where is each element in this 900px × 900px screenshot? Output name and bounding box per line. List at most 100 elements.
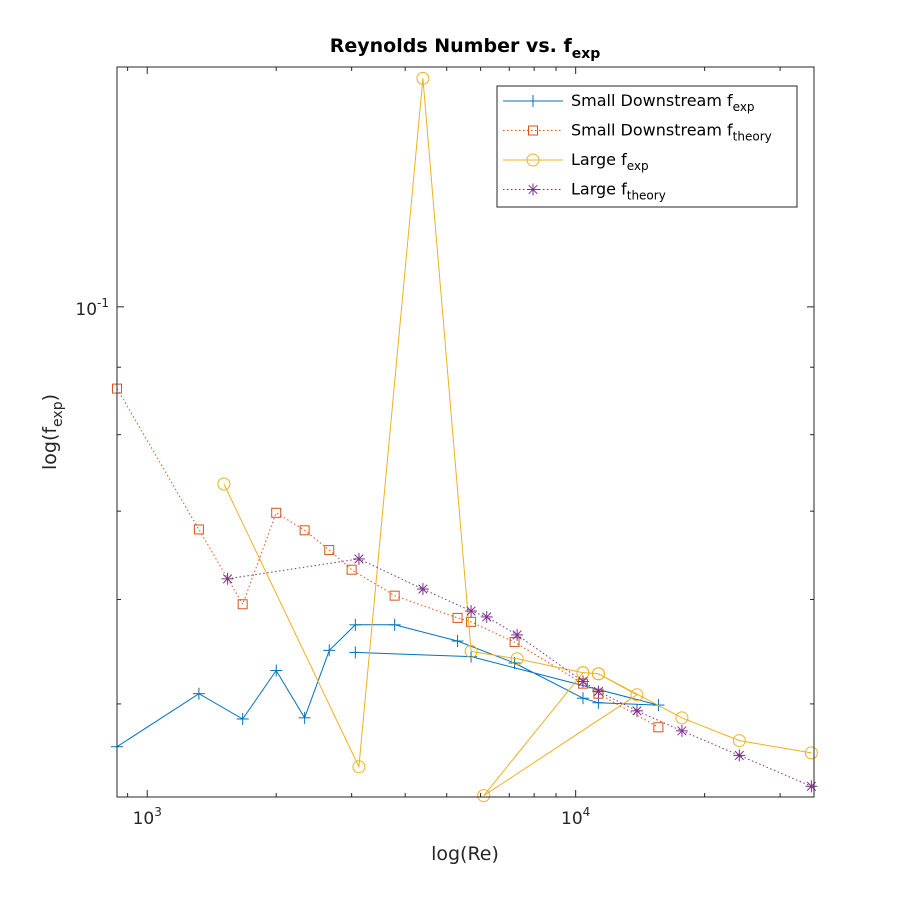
marker-circle — [732, 734, 746, 748]
series-line — [227, 558, 812, 787]
data-point-marker — [477, 789, 491, 803]
data-point-marker — [733, 749, 746, 762]
y-tick-label-exponent: -1 — [97, 296, 109, 310]
marker-square — [193, 524, 204, 535]
y-tick-label: 10-1 — [75, 296, 109, 320]
marker-circle — [630, 688, 644, 702]
data-point-marker — [323, 644, 336, 657]
data-point-marker — [192, 687, 205, 700]
marker-square — [299, 525, 310, 536]
data-point-marker — [349, 618, 362, 631]
marker-square — [346, 564, 357, 575]
legend-entry: Small Downstream ftheory — [503, 121, 772, 144]
marker-asterisk-d2 — [418, 584, 428, 594]
marker-asterisk-d2 — [354, 554, 364, 564]
data-point-marker — [349, 646, 362, 659]
data-point-marker — [465, 605, 478, 618]
marker-circle — [464, 644, 478, 658]
marker-asterisk-d2 — [593, 686, 604, 697]
marker-circle — [804, 746, 818, 760]
y-axis-title-text: log(f — [39, 426, 61, 470]
legend-label-name: Small Downstream f — [571, 121, 733, 140]
marker-asterisk-d2 — [677, 726, 687, 736]
data-point-marker — [416, 583, 429, 596]
data-point-marker — [388, 618, 401, 631]
marker-asterisk-d2 — [222, 574, 233, 584]
x-tick-label: 104 — [561, 805, 590, 829]
data-point-marker — [653, 722, 664, 733]
data-point-marker — [675, 711, 689, 725]
marker-asterisk-d2 — [578, 676, 588, 687]
axes-box — [116, 66, 815, 798]
marker-square — [528, 125, 538, 136]
data-point-marker — [217, 477, 231, 491]
legend-label: Small Downstream fexp — [571, 91, 755, 114]
data-point-marker — [527, 95, 539, 107]
data-point-marker — [193, 524, 204, 535]
x-axis-title: log(Re) — [431, 843, 499, 865]
x-tick-label-exponent: 3 — [154, 805, 162, 819]
data-point-marker — [299, 525, 310, 536]
data-point-marker — [630, 688, 644, 702]
legend-entry: Large ftheory — [503, 180, 666, 203]
data-point-marker — [270, 664, 283, 677]
chart-title-text: Reynolds Number vs. f — [330, 35, 573, 57]
data-point-marker — [592, 685, 605, 698]
data-point-marker — [237, 599, 248, 610]
data-point-marker — [271, 507, 282, 518]
legend-label-subscript: exp — [733, 100, 755, 114]
data-point-marker — [466, 616, 477, 627]
legend-label-name: Small Downstream f — [571, 91, 733, 110]
data-point-marker — [298, 711, 311, 724]
series-3 — [217, 71, 818, 803]
data-point-marker — [452, 612, 463, 623]
data-point-marker — [527, 183, 539, 196]
marker-square — [466, 616, 477, 627]
legend-label-subscript: exp — [627, 159, 649, 173]
marker-circle — [526, 153, 540, 167]
legend-label-name: Large f — [571, 150, 627, 169]
data-point-marker — [352, 552, 365, 565]
legend-entry: Small Downstream fexp — [503, 91, 755, 114]
marker-square — [389, 590, 400, 601]
data-point-marker — [576, 692, 589, 705]
data-point-marker — [451, 635, 464, 648]
data-point-marker — [592, 696, 605, 709]
series-4 — [221, 552, 818, 793]
series-layer — [111, 71, 818, 803]
marker-square — [452, 612, 463, 623]
legend-label: Large ftheory — [571, 180, 666, 203]
marker-circle — [352, 760, 366, 774]
data-point-marker — [804, 746, 818, 760]
data-point-marker — [805, 780, 818, 793]
data-point-marker — [630, 704, 643, 717]
legend-label-subscript: theory — [627, 189, 666, 203]
marker-circle — [477, 789, 491, 803]
legend-entry: Large fexp — [503, 150, 649, 173]
data-point-marker — [416, 71, 430, 85]
data-point-marker — [236, 712, 249, 725]
data-point-marker — [591, 667, 605, 681]
data-point-marker — [324, 545, 335, 556]
x-tick-label: 103 — [133, 805, 162, 829]
marker-circle — [591, 667, 605, 681]
marker-square — [237, 599, 248, 610]
data-point-marker — [464, 644, 478, 658]
data-point-marker — [511, 628, 524, 641]
x-tick-label-base: 10 — [561, 809, 583, 829]
series-line — [223, 78, 812, 797]
data-point-marker — [352, 760, 366, 774]
legend-label-subscript: theory — [733, 130, 772, 144]
chart-title-subscript: exp — [572, 46, 601, 62]
marker-circle — [416, 71, 430, 85]
marker-square — [271, 507, 282, 518]
data-point-marker — [389, 590, 400, 601]
x-tick-label-exponent: 4 — [583, 805, 591, 819]
marker-circle — [675, 711, 689, 725]
y-axis-title-subscript: exp — [50, 401, 66, 427]
y-axis-title-suffix: ) — [39, 394, 61, 401]
marker-square — [653, 722, 664, 733]
